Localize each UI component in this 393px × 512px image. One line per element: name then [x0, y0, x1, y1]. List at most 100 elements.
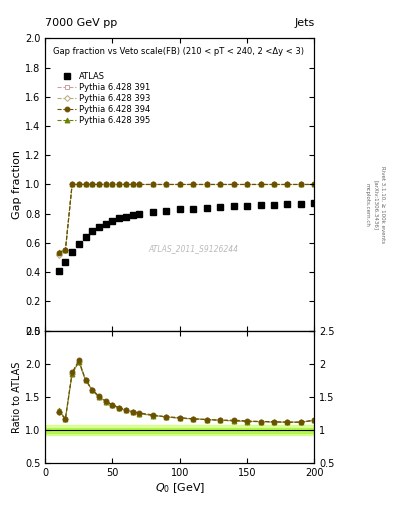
Pythia 6.428 391	[178, 181, 182, 187]
Pythia 6.428 393	[151, 181, 155, 187]
Pythia 6.428 393	[117, 181, 121, 187]
Pythia 6.428 393	[164, 181, 169, 187]
Text: 7000 GeV pp: 7000 GeV pp	[45, 18, 118, 28]
Pythia 6.428 393	[299, 181, 303, 187]
Pythia 6.428 394	[77, 181, 81, 187]
Text: ATLAS_2011_S9126244: ATLAS_2011_S9126244	[148, 244, 238, 253]
Pythia 6.428 393	[137, 181, 142, 187]
Pythia 6.428 395	[299, 181, 303, 187]
ATLAS	[204, 205, 209, 211]
Pythia 6.428 394	[117, 181, 121, 187]
Pythia 6.428 393	[124, 181, 129, 187]
Pythia 6.428 395	[191, 181, 196, 187]
ATLAS	[178, 206, 182, 212]
Pythia 6.428 395	[137, 181, 142, 187]
Pythia 6.428 395	[77, 181, 81, 187]
ATLAS	[137, 210, 142, 217]
ATLAS	[130, 212, 135, 218]
Pythia 6.428 394	[151, 181, 155, 187]
Line: Pythia 6.428 393: Pythia 6.428 393	[57, 182, 316, 257]
Pythia 6.428 393	[77, 181, 81, 187]
ATLAS	[218, 204, 222, 210]
Pythia 6.428 394	[103, 181, 108, 187]
Pythia 6.428 394	[204, 181, 209, 187]
Text: Rivet 3.1.10, ≥ 100k events: Rivet 3.1.10, ≥ 100k events	[381, 166, 386, 243]
Line: Pythia 6.428 394: Pythia 6.428 394	[56, 182, 317, 255]
Line: Pythia 6.428 391: Pythia 6.428 391	[57, 182, 316, 255]
Pythia 6.428 393	[130, 181, 135, 187]
Pythia 6.428 395	[258, 181, 263, 187]
Pythia 6.428 393	[178, 181, 182, 187]
Pythia 6.428 395	[90, 181, 95, 187]
Pythia 6.428 394	[130, 181, 135, 187]
Pythia 6.428 393	[97, 181, 101, 187]
ATLAS	[312, 200, 317, 206]
Pythia 6.428 391	[110, 181, 115, 187]
Pythia 6.428 391	[285, 181, 290, 187]
Pythia 6.428 394	[164, 181, 169, 187]
Bar	[45, 425, 314, 436]
Pythia 6.428 395	[312, 181, 317, 187]
Pythia 6.428 395	[124, 181, 129, 187]
Pythia 6.428 391	[90, 181, 95, 187]
ATLAS	[70, 249, 75, 255]
Pythia 6.428 391	[124, 181, 129, 187]
Pythia 6.428 391	[299, 181, 303, 187]
Pythia 6.428 395	[130, 181, 135, 187]
Pythia 6.428 394	[312, 181, 317, 187]
Pythia 6.428 395	[218, 181, 222, 187]
ATLAS	[245, 203, 250, 209]
Pythia 6.428 393	[231, 181, 236, 187]
Line: Pythia 6.428 395: Pythia 6.428 395	[56, 182, 317, 254]
ATLAS	[164, 208, 169, 214]
Pythia 6.428 395	[285, 181, 290, 187]
ATLAS	[285, 201, 290, 207]
Pythia 6.428 393	[83, 181, 88, 187]
Pythia 6.428 391	[151, 181, 155, 187]
Pythia 6.428 393	[258, 181, 263, 187]
Pythia 6.428 391	[312, 181, 317, 187]
Pythia 6.428 391	[63, 247, 68, 253]
ATLAS	[258, 202, 263, 208]
Pythia 6.428 394	[258, 181, 263, 187]
Pythia 6.428 393	[218, 181, 222, 187]
Pythia 6.428 395	[63, 247, 68, 253]
ATLAS	[97, 224, 101, 230]
Pythia 6.428 395	[164, 181, 169, 187]
Pythia 6.428 393	[110, 181, 115, 187]
Text: [arXiv:1306.3436]: [arXiv:1306.3436]	[373, 180, 378, 230]
Pythia 6.428 393	[191, 181, 196, 187]
ATLAS	[110, 218, 115, 224]
Pythia 6.428 391	[137, 181, 142, 187]
Pythia 6.428 395	[56, 249, 61, 255]
Pythia 6.428 393	[272, 181, 276, 187]
Pythia 6.428 394	[97, 181, 101, 187]
Pythia 6.428 393	[90, 181, 95, 187]
Pythia 6.428 394	[83, 181, 88, 187]
Pythia 6.428 391	[83, 181, 88, 187]
Pythia 6.428 391	[103, 181, 108, 187]
Pythia 6.428 395	[117, 181, 121, 187]
Pythia 6.428 394	[110, 181, 115, 187]
ATLAS	[299, 201, 303, 207]
ATLAS	[103, 221, 108, 227]
ATLAS	[77, 241, 81, 247]
Pythia 6.428 395	[83, 181, 88, 187]
Text: mcplots.cern.ch: mcplots.cern.ch	[365, 183, 370, 227]
Pythia 6.428 394	[90, 181, 95, 187]
ATLAS	[117, 215, 121, 221]
Pythia 6.428 394	[70, 181, 75, 187]
Pythia 6.428 391	[272, 181, 276, 187]
Pythia 6.428 394	[231, 181, 236, 187]
Pythia 6.428 395	[97, 181, 101, 187]
Pythia 6.428 393	[103, 181, 108, 187]
Pythia 6.428 395	[103, 181, 108, 187]
ATLAS	[63, 259, 68, 265]
Pythia 6.428 395	[204, 181, 209, 187]
Pythia 6.428 394	[63, 247, 68, 253]
ATLAS	[90, 228, 95, 234]
Pythia 6.428 391	[245, 181, 250, 187]
Pythia 6.428 393	[312, 181, 317, 187]
Pythia 6.428 395	[70, 181, 75, 187]
Bar	[45, 428, 314, 433]
